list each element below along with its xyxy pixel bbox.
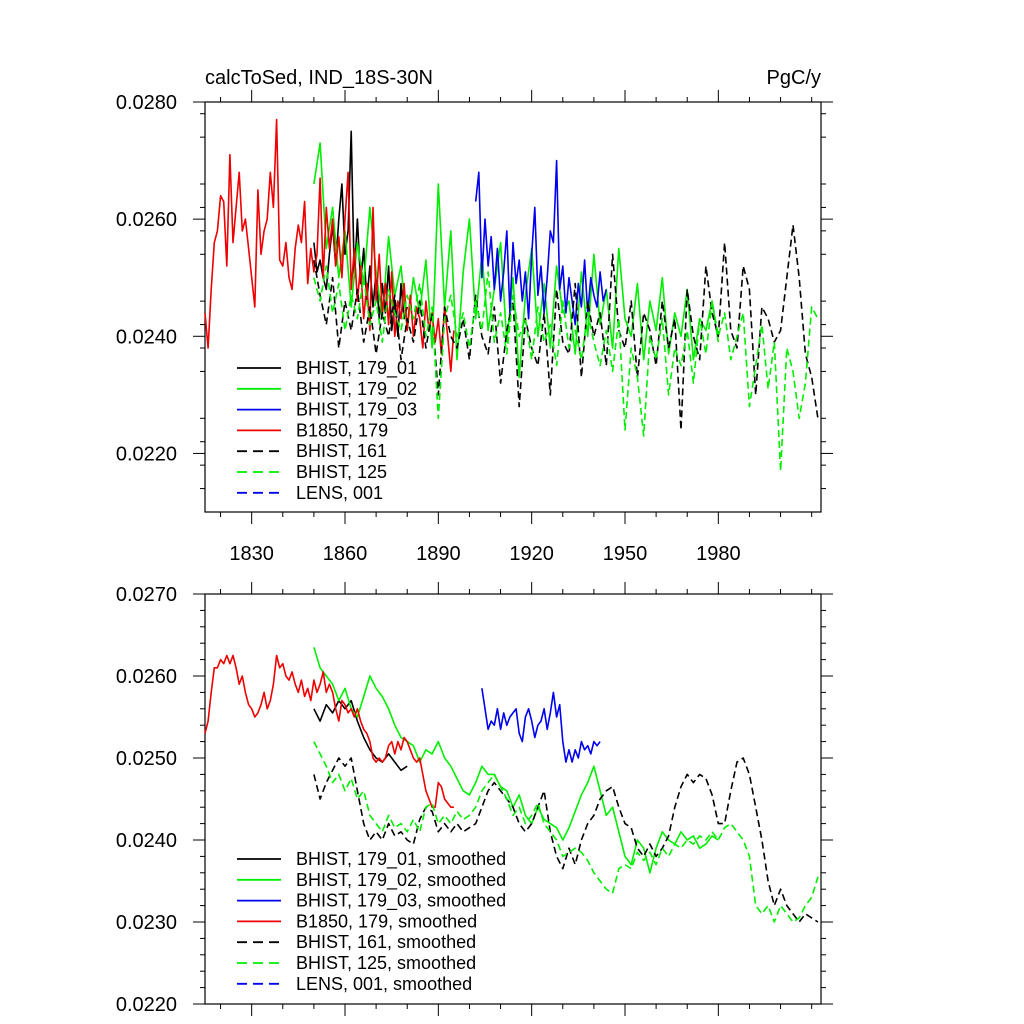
legend-label: BHIST, 179_03 xyxy=(296,400,417,421)
legend-label: B1850, 179, smoothed xyxy=(296,911,477,931)
series-line-2 xyxy=(481,688,601,763)
series-line-3 xyxy=(204,118,455,373)
series-group xyxy=(204,647,819,923)
axis-ticks: 0.0220 0.0230 0.0240 0.0250 0.0260 0.0270 xyxy=(116,582,833,1016)
series-line-1 xyxy=(313,142,720,379)
series-line-2 xyxy=(474,159,608,326)
series-line-4 xyxy=(313,224,819,431)
y-tick-label: 0.0280 xyxy=(116,92,177,114)
y-tick-label: 0.0240 xyxy=(116,830,177,852)
series-line-1 xyxy=(313,647,719,874)
y-tick-label: 0.0230 xyxy=(116,912,177,934)
legend-label: BHIST, 125 xyxy=(296,462,387,482)
legend-label: BHIST, 179_03, smoothed xyxy=(296,891,506,912)
legend-label: LENS, 001, smoothed xyxy=(296,974,472,994)
x-tick-label: 1860 xyxy=(323,543,368,565)
y-tick-label: 0.0220 xyxy=(116,443,177,465)
series-line-5 xyxy=(313,741,819,923)
legend-label: BHIST, 161, smoothed xyxy=(296,932,476,952)
chart-title: calcToSed, IND_18S-30N xyxy=(205,67,433,89)
x-tick-label: 1890 xyxy=(416,543,461,565)
series-line-3 xyxy=(204,654,454,809)
plot-frame xyxy=(204,593,822,1005)
x-tick-label: 1920 xyxy=(509,543,554,565)
x-tick-label: 1830 xyxy=(229,543,274,565)
y-tick-label: 0.0260 xyxy=(116,209,177,231)
legend-label: BHIST, 179_01, smoothed xyxy=(296,849,506,870)
y-tick-label: 0.0240 xyxy=(116,326,177,348)
y-tick-label: 0.0250 xyxy=(116,748,177,770)
series-line-0 xyxy=(313,130,408,338)
bottom-panel: 0.0220 0.0230 0.0240 0.0250 0.0260 0.0270 BHIS… xyxy=(116,582,833,1016)
y-tick-label: 0.0220 xyxy=(116,994,177,1016)
x-tick-label: 1950 xyxy=(603,543,648,565)
series-line-5 xyxy=(313,265,819,472)
legend-label: LENS, 001 xyxy=(296,483,383,503)
legend-label: BHIST, 161 xyxy=(296,441,387,461)
y-tick-label: 0.0270 xyxy=(116,584,177,606)
x-tick-label: 1980 xyxy=(696,543,741,565)
units-label: PgC/y xyxy=(767,67,821,89)
legend-label: BHIST, 179_02 xyxy=(296,379,417,400)
y-tick-label: 0.0260 xyxy=(116,666,177,688)
legend-label: BHIST, 179_01 xyxy=(296,358,417,379)
series-group xyxy=(204,118,819,472)
legend-label: B1850, 179 xyxy=(296,420,388,440)
series-line-4 xyxy=(313,757,819,923)
legend-label: BHIST, 179_02, smoothed xyxy=(296,870,506,891)
legend-label: BHIST, 125, smoothed xyxy=(296,953,476,973)
top-panel: calcToSed, IND_18S-30N PgC/y 1830 1860 189… xyxy=(116,67,833,565)
plot-frame xyxy=(204,101,822,513)
axis-ticks: 1830 1860 1890 1920 1950 1980 0.0220 0.0240 0.02… xyxy=(116,90,833,565)
series-line-0 xyxy=(313,699,408,772)
